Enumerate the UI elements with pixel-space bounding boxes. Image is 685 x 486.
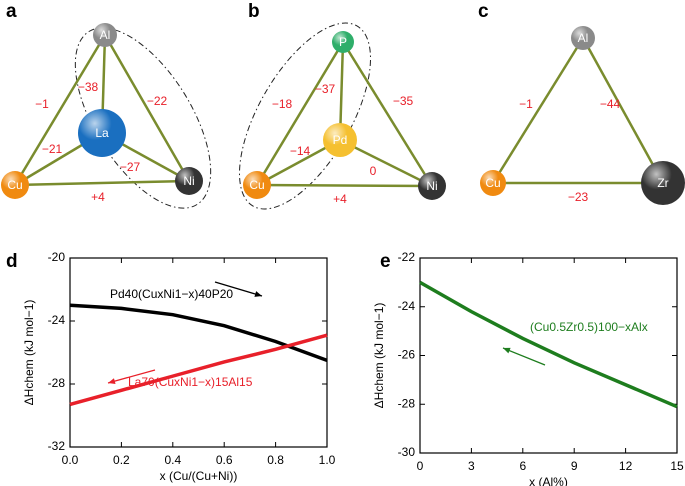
arrow <box>214 281 263 297</box>
x-tick-label: 1.0 <box>319 453 336 467</box>
edge-label: −37 <box>315 82 336 96</box>
edge-label: −27 <box>120 160 141 174</box>
atom-shine <box>332 31 354 53</box>
y-tick-label: -28 <box>398 396 416 410</box>
arrow-head <box>503 347 511 354</box>
x-tick-label: 6 <box>519 459 526 473</box>
atom-label: Cu <box>485 176 500 190</box>
series-label: Pd40(CuxNi1−x)40P20 <box>110 287 233 301</box>
atom-label: Cu <box>7 178 22 192</box>
arrow <box>502 347 546 366</box>
edge-label: −38 <box>78 80 99 94</box>
y-tick-label: -28 <box>48 376 66 390</box>
edge-label: −21 <box>42 142 63 156</box>
edge-label: −44 <box>600 97 621 111</box>
edge <box>103 34 191 182</box>
arrow-head <box>254 291 262 297</box>
edge-label: +4 <box>91 190 105 204</box>
x-tick-label: 12 <box>619 459 633 473</box>
panel-label: e <box>380 251 391 272</box>
edge <box>255 41 345 186</box>
atom-shine <box>480 170 506 196</box>
y-tick-label: -24 <box>48 313 66 327</box>
series-line <box>69 333 328 407</box>
arrow <box>107 369 156 384</box>
x-tick-label: 3 <box>468 459 475 473</box>
arrow-head <box>108 378 116 385</box>
edge-label: −1 <box>519 97 533 111</box>
series-line <box>69 303 328 363</box>
edge-label: +4 <box>333 192 347 206</box>
edge <box>581 37 665 184</box>
x-tick-label: 0.2 <box>113 453 130 467</box>
panel-label: a <box>6 1 17 22</box>
atom-label: Zr <box>657 176 668 190</box>
y-tick-label: -22 <box>398 250 416 264</box>
plot-frame <box>419 257 678 454</box>
x-tick-label: 0 <box>417 459 424 473</box>
x-tick-label: 0.4 <box>164 453 181 467</box>
panel-label: b <box>248 1 260 22</box>
panel-label: d <box>6 251 18 272</box>
atom-shine <box>418 172 446 200</box>
y-tick-label: -24 <box>398 299 416 313</box>
panel-label: c <box>478 1 489 22</box>
x-tick-label: 9 <box>571 459 578 473</box>
series-line <box>419 280 678 409</box>
atom-label: Pd <box>333 133 348 147</box>
x-axis-label: x (Cu/(Cu+Ni)) <box>160 469 238 483</box>
edge-label: 0 <box>370 164 377 178</box>
edge-label: −1 <box>35 97 49 111</box>
atom-shine <box>571 26 595 50</box>
series-label: La70(CuxNi1−x)15Al15 <box>128 375 253 389</box>
atom-label: Ni <box>426 179 437 193</box>
atom-label: Cu <box>249 178 264 192</box>
y-axis-label: ΔHchem (kJ mol−1) <box>372 303 386 409</box>
edge-label: −14 <box>290 144 311 158</box>
x-tick-label: 0.0 <box>62 453 79 467</box>
x-tick-label: 0.8 <box>267 453 284 467</box>
edge <box>14 179 190 187</box>
edge-label: −22 <box>147 94 168 108</box>
atom-label: La <box>95 126 109 140</box>
x-tick-label: 0.6 <box>216 453 233 467</box>
atom-shine <box>243 171 271 199</box>
edge <box>13 34 107 186</box>
y-tick-label: -30 <box>398 445 416 459</box>
edge-label: −18 <box>272 97 293 111</box>
edge-label: −23 <box>568 190 589 204</box>
atom-label: Al <box>100 28 111 42</box>
atom-shine <box>323 123 357 157</box>
edge <box>341 41 434 187</box>
x-axis-label: x (Al%) <box>529 475 568 486</box>
atom-shine <box>641 161 685 205</box>
edge <box>491 37 585 184</box>
y-tick-label: -20 <box>48 250 66 264</box>
y-axis-label: ΔHchem (kJ mol−1) <box>22 300 36 406</box>
plot-frame <box>69 257 328 448</box>
atom-label: Ni <box>183 174 194 188</box>
y-tick-label: -32 <box>48 439 66 453</box>
x-tick-label: 15 <box>670 459 684 473</box>
series-label: (Cu0.5Zr0.5)100−xAlx <box>530 320 648 334</box>
atom-shine <box>93 23 117 47</box>
atom-shine <box>78 109 126 157</box>
edge <box>339 138 433 188</box>
edge-label: −35 <box>393 94 414 108</box>
atom-label: P <box>339 35 347 49</box>
y-tick-label: -26 <box>398 348 416 362</box>
atom-label: Al <box>578 31 589 45</box>
atom-shine <box>1 171 29 199</box>
edge <box>256 183 433 188</box>
atom-shine <box>175 167 203 195</box>
